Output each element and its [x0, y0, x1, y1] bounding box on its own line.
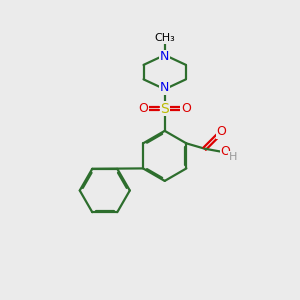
Text: N: N — [160, 50, 169, 63]
Text: O: O — [217, 125, 226, 138]
Text: O: O — [139, 102, 148, 115]
Text: S: S — [160, 102, 169, 116]
Text: H: H — [229, 152, 237, 162]
Text: O: O — [220, 145, 230, 158]
Text: CH₃: CH₃ — [154, 33, 175, 43]
Text: O: O — [181, 102, 191, 115]
Text: N: N — [160, 81, 169, 94]
